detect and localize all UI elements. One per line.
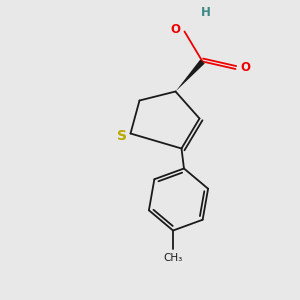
Polygon shape [176, 59, 205, 92]
Text: O: O [170, 23, 181, 36]
Text: S: S [116, 129, 127, 143]
Text: O: O [240, 61, 250, 74]
Text: CH₃: CH₃ [164, 253, 183, 262]
Text: H: H [201, 5, 210, 19]
